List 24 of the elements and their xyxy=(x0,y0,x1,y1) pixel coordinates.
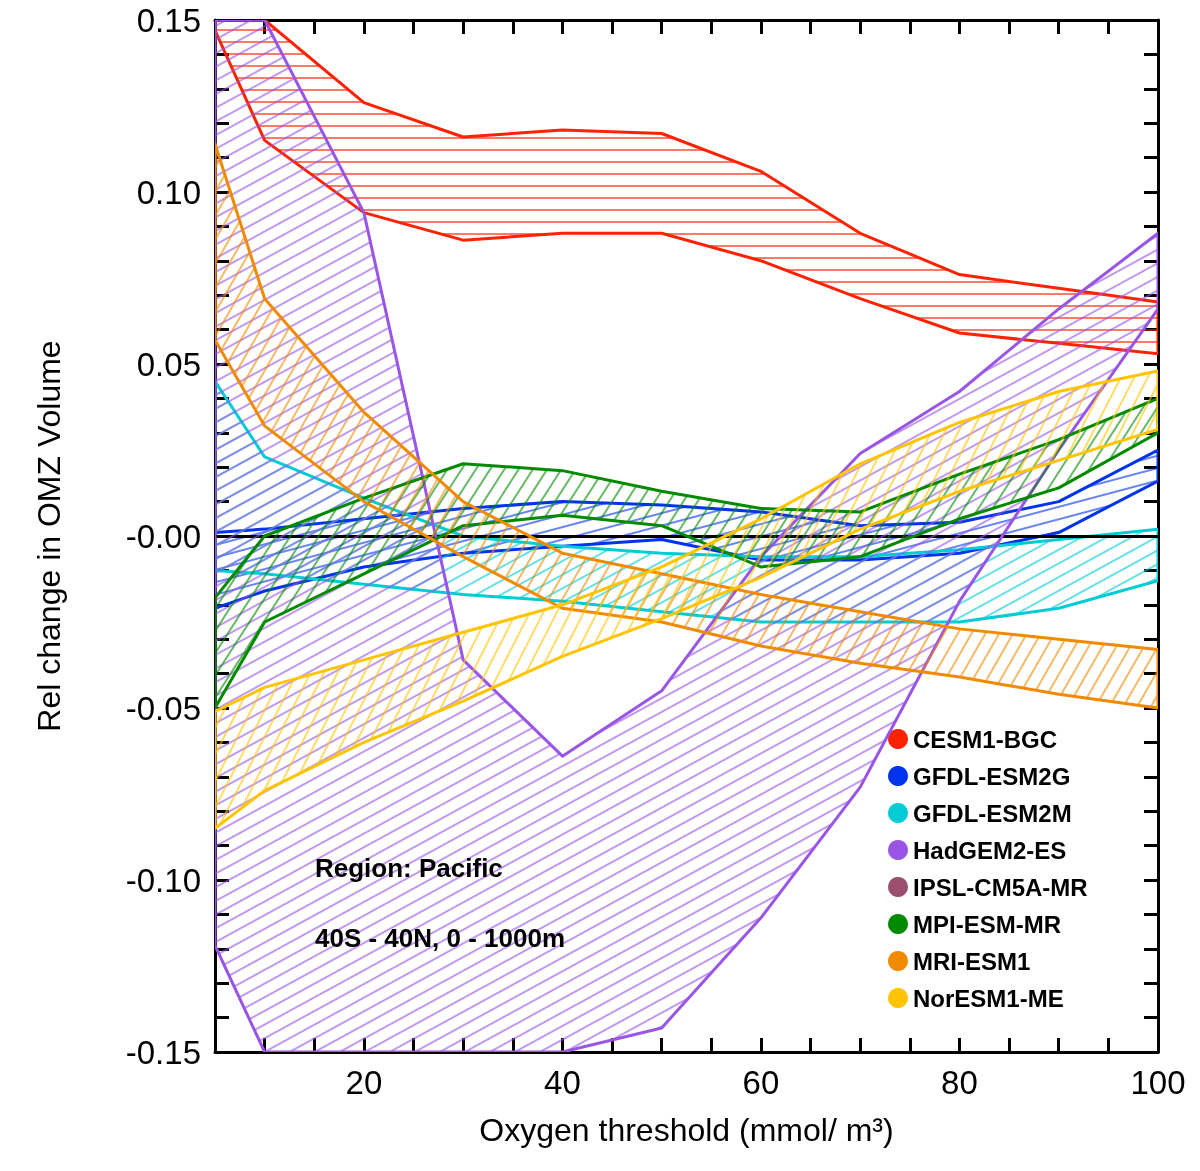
x-tick-label: 100 xyxy=(1130,1064,1186,1101)
y-tick-label: 0.10 xyxy=(136,173,201,211)
annotation: Region: Pacific xyxy=(315,853,503,883)
legend-label: NorESM1-ME xyxy=(913,984,1064,1012)
x-tick-label: 60 xyxy=(742,1064,780,1101)
legend-label: HadGEM2-ES xyxy=(913,836,1067,864)
y-tick-label: -0.05 xyxy=(125,689,201,727)
y-axis-title: Rel change in OMZ Volume xyxy=(31,340,67,732)
legend-label: GFDL-ESM2M xyxy=(913,799,1072,827)
y-tick-label: 0.15 xyxy=(136,1,201,39)
legend-label: GFDL-ESM2G xyxy=(913,762,1071,790)
legend-label: IPSL-CM5A-MR xyxy=(913,873,1088,901)
y-tick-label: 0.05 xyxy=(136,345,201,383)
x-tick-label: 40 xyxy=(544,1064,581,1101)
legend-label: CESM1-BGC xyxy=(913,725,1058,753)
legend-label: MRI-ESM1 xyxy=(913,947,1031,975)
x-tick-label: 80 xyxy=(941,1064,978,1101)
y-tick-label: -0.00 xyxy=(125,517,201,555)
y-tick-label: -0.10 xyxy=(125,861,201,899)
x-tick-label: 20 xyxy=(345,1064,383,1101)
legend-label: MPI-ESM-MR xyxy=(913,910,1061,938)
y-tick-label: -0.15 xyxy=(125,1033,201,1071)
x-axis-title: Oxygen threshold (mmol/ m³) xyxy=(479,1112,894,1148)
annotation: 40S - 40N, 0 - 1000m xyxy=(315,923,566,953)
